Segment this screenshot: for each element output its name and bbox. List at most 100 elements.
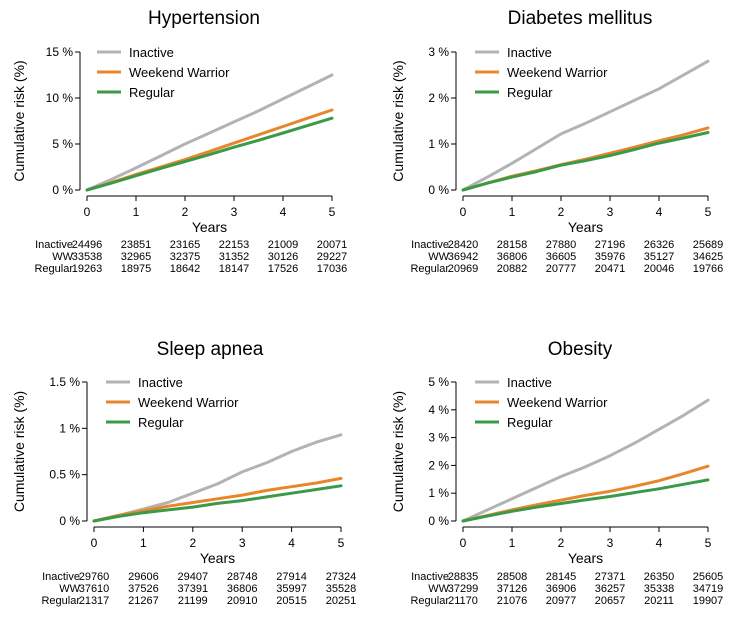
x-tick-label: 4 — [280, 205, 287, 219]
risk-table-cell: 29407 — [178, 571, 209, 583]
x-tick-label: 3 — [231, 205, 238, 219]
y-tick-label: 5 % — [428, 375, 449, 389]
y-tick-label: 3 % — [428, 431, 449, 445]
y-tick-label: 4 % — [428, 403, 449, 417]
risk-table-cell: 28748 — [227, 571, 258, 583]
risk-table-cell: 32375 — [170, 251, 201, 263]
risk-table-cell: 20969 — [448, 263, 479, 275]
series-line-regular — [92, 484, 343, 523]
risk-table-cell: 36806 — [497, 251, 528, 263]
risk-table-cell: 20910 — [227, 595, 258, 607]
risk-table-cell: 37126 — [497, 583, 528, 595]
x-tick-label: 1 — [140, 536, 147, 550]
risk-table-cell: 37299 — [448, 583, 479, 595]
y-axis-label: Cumulative risk (%) — [390, 60, 406, 181]
risk-table-cell: 19263 — [72, 263, 103, 275]
y-tick-label: 1 % — [428, 486, 449, 500]
risk-table-cell: 23165 — [170, 239, 201, 251]
series-line-inactive — [92, 433, 343, 523]
legend-label: Regular — [507, 85, 553, 100]
legend-label: Weekend Warrior — [507, 65, 608, 80]
risk-table-row-label: WW — [428, 583, 449, 595]
risk-table-row-label: WW — [59, 583, 80, 595]
legend-label: Inactive — [507, 45, 552, 60]
risk-table-cell: 27371 — [595, 571, 626, 583]
risk-table-cell: 31352 — [219, 251, 250, 263]
risk-table-cell: 18975 — [121, 263, 152, 275]
y-tick-label: 10 % — [46, 91, 74, 105]
risk-table-cell: 19766 — [693, 263, 724, 275]
risk-table-row-label: WW — [52, 251, 73, 263]
x-axis-label: Years — [568, 550, 603, 566]
x-tick-label: 0 — [84, 205, 91, 219]
legend-label: Inactive — [507, 375, 552, 390]
risk-table-row-label: Inactive — [411, 571, 449, 583]
x-tick-label: 2 — [558, 205, 565, 219]
risk-table-cell: 20977 — [546, 595, 577, 607]
y-tick-label: 0.5 % — [49, 468, 80, 482]
risk-table-cell: 24496 — [72, 239, 103, 251]
risk-table-cell: 27196 — [595, 239, 626, 251]
risk-table-cell: 34719 — [693, 583, 724, 595]
legend-label: Inactive — [138, 375, 183, 390]
risk-table-cell: 17036 — [317, 263, 348, 275]
y-tick-label: 0 % — [52, 183, 73, 197]
risk-table-cell: 27914 — [276, 571, 307, 583]
legend-label: Regular — [129, 85, 175, 100]
legend-label: Weekend Warrior — [129, 65, 230, 80]
risk-table-cell: 28835 — [448, 571, 479, 583]
panel-2: Sleep apnea Cumulative risk (%) 0 % 0.5 % 1 … — [11, 339, 356, 607]
x-axis-label: Years — [192, 219, 227, 235]
x-tick-label: 2 — [182, 205, 189, 219]
risk-table-cell: 34625 — [693, 251, 724, 263]
risk-table-cell: 36605 — [546, 251, 577, 263]
risk-table-cell: 19907 — [693, 595, 724, 607]
y-tick-label: 1 % — [59, 421, 80, 435]
x-tick-label: 2 — [189, 536, 196, 550]
x-tick-label: 1 — [509, 205, 516, 219]
legend-label: Weekend Warrior — [507, 395, 608, 410]
x-tick-label: 1 — [509, 536, 516, 550]
risk-table-cell: 27324 — [326, 571, 357, 583]
y-tick-label: 5 % — [52, 137, 73, 151]
risk-table-cell: 21076 — [497, 595, 528, 607]
y-axis-label: Cumulative risk (%) — [11, 391, 27, 512]
risk-table-cell: 35976 — [595, 251, 626, 263]
risk-table-row-label: Inactive — [411, 239, 449, 251]
y-tick-label: 3 % — [428, 45, 449, 59]
risk-table-cell: 21009 — [268, 239, 299, 251]
risk-table-cell: 28145 — [546, 571, 577, 583]
risk-table-cell: 26326 — [644, 239, 675, 251]
series-line-regular — [461, 131, 710, 192]
risk-table-cell: 18147 — [219, 263, 250, 275]
risk-table-row-label: Inactive — [42, 571, 80, 583]
panel-title: Hypertension — [148, 8, 260, 29]
risk-table-cell: 17526 — [268, 263, 299, 275]
risk-table-cell: 20515 — [276, 595, 307, 607]
y-tick-label: 1.5 % — [49, 375, 80, 389]
series-line-inactive — [461, 398, 710, 523]
risk-table-cell: 32965 — [121, 251, 152, 263]
risk-table-cell: 29227 — [317, 251, 348, 263]
risk-table-cell: 37610 — [79, 583, 110, 595]
risk-table-cell: 37526 — [128, 583, 159, 595]
x-tick-label: 5 — [705, 536, 712, 550]
y-axis-label: Cumulative risk (%) — [390, 391, 406, 512]
risk-table-cell: 36806 — [227, 583, 258, 595]
risk-table-cell: 20777 — [546, 263, 577, 275]
x-tick-label: 3 — [607, 205, 614, 219]
panel-1: Diabetes mellitus Cumulative risk (%) 0 % 1… — [390, 8, 723, 275]
panel-0: Hypertension Cumulative risk (%) 0 % 5 % 10 … — [11, 8, 347, 275]
risk-table-cell: 20657 — [595, 595, 626, 607]
risk-table-cell: 18642 — [170, 263, 201, 275]
risk-table-cell: 30126 — [268, 251, 299, 263]
risk-table-cell: 20471 — [595, 263, 626, 275]
risk-table-row-label: Regular — [410, 595, 449, 607]
risk-table-cell: 20211 — [644, 595, 674, 607]
risk-table-cell: 27880 — [546, 239, 577, 251]
legend-label: Inactive — [129, 45, 174, 60]
x-axis-label: Years — [568, 219, 603, 235]
x-tick-label: 3 — [607, 536, 614, 550]
risk-table-cell: 29760 — [79, 571, 110, 583]
risk-table-cell: 21199 — [178, 595, 208, 607]
